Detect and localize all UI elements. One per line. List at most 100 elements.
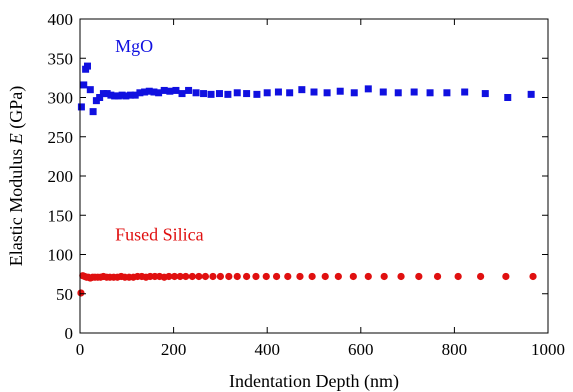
- y-axis-title-prefix: Elastic Modulus: [6, 144, 26, 266]
- y-axis-title-symbol: E: [6, 133, 26, 145]
- y-axis-title-suffix: (GPa): [6, 86, 27, 134]
- axis-ticks: [79, 18, 549, 334]
- data-point: [127, 91, 135, 99]
- data-point: [96, 94, 104, 101]
- data-point: [155, 89, 163, 97]
- x-tick-label: 800: [442, 340, 468, 359]
- data-point: [284, 272, 292, 281]
- data-point: [272, 272, 281, 281]
- data-point: [415, 272, 423, 281]
- data-point: [80, 81, 88, 89]
- data-point: [380, 272, 388, 281]
- data-point: [477, 272, 485, 281]
- y-tick-label: 50: [56, 285, 73, 304]
- data-point: [77, 289, 85, 297]
- data-point: [243, 272, 251, 281]
- data-point: [111, 92, 119, 100]
- data-point: [122, 92, 130, 100]
- data-point: [243, 90, 251, 98]
- data-point: [170, 272, 179, 281]
- data-point: [225, 272, 233, 281]
- data-point: [178, 90, 186, 98]
- data-point: [233, 272, 241, 281]
- data-point: [172, 86, 180, 94]
- data-point: [118, 91, 126, 99]
- data-point: [83, 62, 91, 70]
- data-point: [481, 90, 489, 98]
- data-point: [200, 90, 208, 98]
- data-point: [77, 103, 85, 111]
- data-point: [310, 88, 318, 96]
- plot-marks: [77, 62, 537, 297]
- y-tick-label: 300: [48, 89, 74, 108]
- data-point: [107, 91, 115, 99]
- series-label: Fused Silica: [115, 224, 204, 244]
- data-point: [308, 272, 316, 281]
- plot-frame: [79, 18, 549, 334]
- data-point: [165, 272, 173, 281]
- data-point: [274, 88, 282, 96]
- data-point: [321, 272, 329, 281]
- data-point: [379, 88, 387, 96]
- data-point: [103, 90, 111, 98]
- data-point: [461, 88, 469, 96]
- data-point: [349, 272, 357, 281]
- data-point: [262, 272, 270, 281]
- data-point: [364, 85, 372, 93]
- data-point: [298, 86, 306, 94]
- data-point: [166, 87, 174, 95]
- x-tick-label: 1000: [531, 340, 565, 359]
- data-point: [529, 272, 537, 281]
- y-tick-label: 0: [65, 324, 74, 343]
- data-point: [296, 272, 304, 281]
- data-point: [454, 272, 462, 281]
- data-point: [233, 89, 241, 97]
- x-axis-title: Indentation Depth (nm): [229, 371, 399, 392]
- data-point: [394, 89, 402, 97]
- y-tick-label: 350: [48, 49, 74, 68]
- data-point: [443, 89, 451, 97]
- y-tick-label: 150: [48, 206, 74, 225]
- data-point: [176, 272, 184, 281]
- data-point: [145, 87, 153, 95]
- data-point: [182, 272, 190, 281]
- data-point: [336, 87, 344, 95]
- y-tick-label: 100: [48, 246, 74, 265]
- data-point: [350, 89, 358, 97]
- y-tick-label: 400: [48, 10, 74, 29]
- data-point: [334, 272, 342, 281]
- data-point: [141, 88, 149, 96]
- series-mgo: [77, 62, 535, 116]
- data-point: [224, 90, 232, 98]
- data-point: [86, 86, 94, 94]
- data-point: [504, 94, 512, 101]
- data-point: [150, 88, 158, 96]
- y-tick-label: 200: [48, 167, 74, 186]
- data-point: [410, 88, 418, 96]
- data-point: [253, 90, 261, 98]
- data-point: [252, 272, 260, 281]
- data-point: [323, 89, 331, 97]
- x-tick-label: 400: [254, 340, 280, 359]
- x-tick-label: 0: [76, 340, 85, 359]
- data-point: [201, 272, 210, 281]
- x-tick-label: 200: [161, 340, 187, 359]
- data-point: [426, 89, 434, 97]
- data-point: [502, 272, 510, 281]
- data-point: [89, 108, 97, 116]
- data-point: [192, 89, 200, 97]
- data-point: [99, 90, 107, 98]
- data-point: [397, 272, 405, 281]
- data-point: [209, 272, 217, 281]
- data-point: [215, 90, 223, 98]
- data-point: [207, 90, 215, 98]
- data-point: [263, 89, 271, 97]
- data-point: [364, 272, 372, 281]
- data-point: [216, 272, 224, 281]
- series-fused-silica: [77, 272, 537, 297]
- axis-tick-labels: 0 200 400 600 800 1000 0 50 100 150 200 250 300 350 40…: [48, 10, 566, 359]
- series-annotations: MgO Fused Silica: [115, 36, 204, 244]
- y-tick-label: 250: [48, 128, 74, 147]
- data-point: [114, 92, 122, 100]
